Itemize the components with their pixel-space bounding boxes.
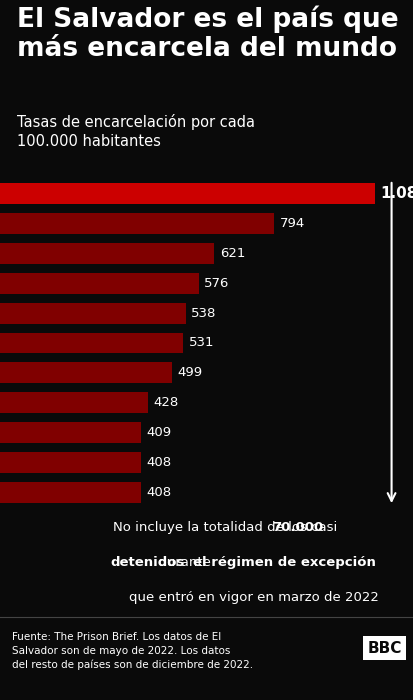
Text: 621: 621 [219, 247, 244, 260]
Bar [0, 332, 183, 354]
Text: detenidos: detenidos [110, 556, 185, 569]
Bar [0, 392, 147, 413]
Bar [0, 422, 141, 443]
Text: El Salvador es el país que
más encarcela del mundo: El Salvador es el país que más encarcela… [17, 6, 397, 62]
Text: Fuente: The Prison Brief. Los datos de El
Salvador son de mayo de 2022. Los dato: Fuente: The Prison Brief. Los datos de E… [12, 632, 253, 670]
Text: que entró en vigor en marzo de 2022: que entró en vigor en marzo de 2022 [129, 591, 378, 604]
Text: Tasas de encarcelación por cada
100.000 habitantes: Tasas de encarcelación por cada 100.000 … [17, 114, 254, 149]
Text: 408: 408 [146, 456, 171, 469]
Text: 428: 428 [153, 396, 178, 410]
Text: BBC: BBC [366, 640, 401, 655]
Bar [0, 452, 140, 473]
Bar [0, 482, 140, 503]
Text: No incluye la totalidad de los casi: No incluye la totalidad de los casi [113, 521, 341, 534]
Text: 499: 499 [177, 366, 202, 379]
Bar [0, 302, 185, 323]
Text: 1.086: 1.086 [379, 186, 413, 201]
Text: 408: 408 [146, 486, 171, 499]
Text: el régimen de excepción: el régimen de excepción [193, 556, 375, 569]
Text: 538: 538 [191, 307, 216, 320]
Bar [0, 183, 374, 204]
Text: 576: 576 [204, 276, 229, 290]
Bar [0, 363, 172, 384]
Bar [0, 273, 198, 294]
Text: 70.000: 70.000 [272, 521, 323, 534]
Bar [0, 213, 273, 234]
Bar [0, 243, 214, 264]
Text: durante: durante [153, 556, 214, 569]
Text: 409: 409 [146, 426, 171, 439]
Text: 531: 531 [188, 337, 214, 349]
Text: 794: 794 [279, 217, 304, 230]
